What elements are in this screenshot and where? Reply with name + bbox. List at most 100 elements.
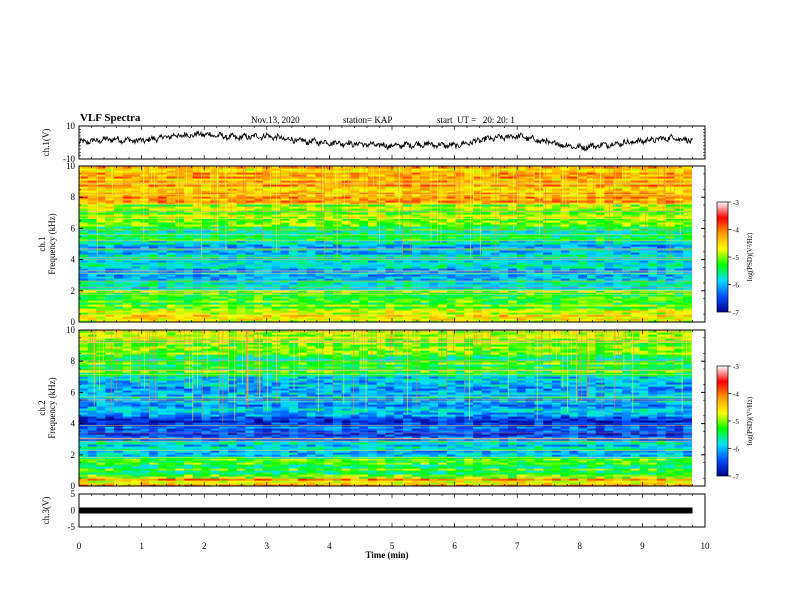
spectrogram-cell (534, 282, 544, 285)
spectrogram-cell (385, 320, 395, 323)
spectrogram-cell (280, 250, 290, 253)
spectrogram-cell (683, 246, 693, 249)
spectrogram-cell (420, 296, 430, 299)
spectrogram-cell (473, 224, 483, 227)
spectrogram-cell (122, 308, 133, 311)
spectrogram-cell (87, 264, 98, 267)
spectrogram-cell (595, 244, 606, 247)
spectrogram-cell (105, 232, 115, 235)
spectrogram-cell (236, 304, 246, 307)
spectrogram-cell (96, 306, 106, 309)
spectrogram-cell (271, 288, 282, 291)
spectrogram-cell (665, 316, 676, 319)
spectrogram-cell (192, 222, 203, 225)
spectrogram-cell (551, 284, 562, 287)
spectrogram-cell (332, 274, 343, 277)
spectrogram-cell (394, 278, 404, 281)
spectrogram-cell (236, 274, 246, 277)
spectrogram-cell (114, 300, 124, 303)
spectrogram-cell (324, 228, 334, 231)
spectrogram-cell (621, 224, 632, 227)
spectrogram-cell (245, 224, 255, 227)
spectrogram-cell (367, 282, 378, 285)
spectrogram-cell (455, 318, 465, 321)
spectrogram-cell (499, 230, 509, 233)
spectrogram-cell (481, 268, 492, 271)
spectrogram-cell (656, 316, 667, 319)
spectrogram-cell (665, 290, 676, 293)
spectrogram-cell (385, 258, 395, 261)
spectrogram-cell (210, 308, 220, 311)
spectrogram-cell (446, 314, 457, 317)
spectrogram-cell (665, 308, 676, 311)
spectrogram-cell (271, 252, 282, 255)
spectrogram-cell (219, 264, 229, 267)
spectrogram-cell (201, 246, 211, 249)
spectrogram-cell (166, 222, 176, 225)
spectrogram-cell (411, 268, 422, 271)
spectrogram-cell (394, 266, 404, 269)
spectrogram-cell (262, 276, 273, 279)
spectrogram-cell (551, 312, 562, 315)
spectrogram-cell (578, 284, 588, 287)
spectrogram-cell (420, 276, 430, 279)
spectrogram-cell (306, 242, 317, 245)
spectrogram-cell (656, 306, 667, 309)
spectrogram-cell (656, 226, 667, 229)
spectrogram-cell (114, 268, 124, 271)
spectrogram-cell (578, 290, 588, 293)
spectrogram-cell (210, 314, 220, 317)
spectrogram-cell (481, 282, 492, 285)
spectrogram-cell (324, 250, 334, 253)
spectrogram-cell (674, 282, 684, 285)
spectrogram-cell (376, 310, 387, 313)
spectrogram-cell (367, 242, 378, 245)
spectrogram-cell (289, 262, 299, 265)
spectrogram-cell (411, 242, 422, 245)
spectrogram-cell (236, 302, 246, 305)
spectrogram-cell (262, 240, 273, 243)
spectrogram-cell (674, 230, 684, 233)
spectrogram-cell (227, 312, 238, 315)
spectrogram-cell (508, 242, 518, 245)
spectrogram-cell (262, 252, 273, 255)
spectrogram-cell (87, 276, 98, 279)
spectrogram-cell (438, 242, 448, 245)
spectrogram-cell (359, 260, 369, 263)
spectrogram-cell (656, 254, 667, 257)
spectrogram-cell (429, 314, 439, 317)
spectrogram-cell (157, 248, 168, 251)
spectrogram-cell (455, 284, 465, 287)
spectrogram-cell (140, 260, 150, 263)
spectrogram-cell (219, 306, 229, 309)
spectrogram-cell (473, 314, 483, 317)
spectrogram-cell (481, 266, 492, 269)
spectrogram-cell (639, 292, 649, 295)
spectrogram-cell (578, 252, 588, 255)
spectrogram-cell (350, 310, 360, 313)
spectrogram-cell (656, 320, 667, 323)
spectrogram-cell (297, 262, 308, 265)
spectrogram-cell (324, 320, 334, 323)
spectrogram-cell (359, 244, 369, 247)
spectrogram-cell (438, 318, 448, 321)
spectrogram-cell (210, 236, 220, 239)
spectrogram-cell (586, 250, 597, 253)
spectrogram-cell (122, 222, 133, 225)
spectrogram-cell (114, 278, 124, 281)
spectrogram-cell (490, 224, 500, 227)
spectrogram-cell (245, 300, 255, 303)
spectrogram-cell (201, 298, 211, 301)
spectrogram-cell (613, 262, 623, 265)
spectrogram-cell (499, 296, 509, 299)
spectrogram-cell (429, 298, 439, 301)
spectrogram-cell (385, 282, 395, 285)
spectrogram-cell (114, 240, 124, 243)
spectrogram-cell (525, 320, 535, 323)
spectrogram-cell (114, 292, 124, 295)
spectrogram-cell (683, 302, 693, 305)
spectrogram-cell (297, 300, 308, 303)
spectrogram-cell (245, 268, 255, 271)
spectrogram-cell (683, 316, 693, 319)
spectrogram-cell (464, 252, 474, 255)
